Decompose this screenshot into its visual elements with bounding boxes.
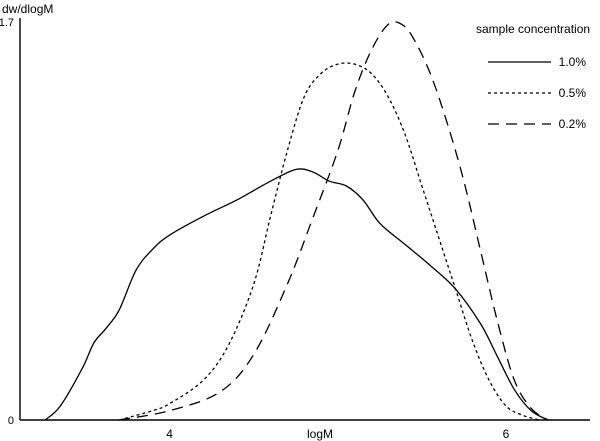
series-lines	[44, 21, 549, 421]
series-line-3	[119, 21, 549, 421]
legend-title: sample concentration	[476, 22, 590, 36]
legend-label-2: 0.5%	[559, 86, 587, 100]
y-tick-labels: 01.7	[0, 17, 14, 427]
x-tick-label: 6	[503, 427, 510, 441]
y-tick-label: 1.7	[0, 17, 14, 29]
series-line-1	[44, 168, 549, 421]
series-line-2	[119, 62, 540, 421]
x-tick-label: 4	[166, 427, 173, 441]
y-axis-label: dw/dlogM	[2, 2, 53, 16]
legend-items: 1.0% 0.5% 0.2%	[488, 55, 586, 131]
legend: sample concentration 1.0% 0.5% 0.2%	[476, 22, 590, 131]
y-tick-label: 0	[8, 415, 14, 427]
legend-label-3: 0.2%	[559, 117, 587, 131]
x-axis-label: logM	[307, 427, 333, 441]
legend-label-1: 1.0%	[559, 55, 587, 69]
